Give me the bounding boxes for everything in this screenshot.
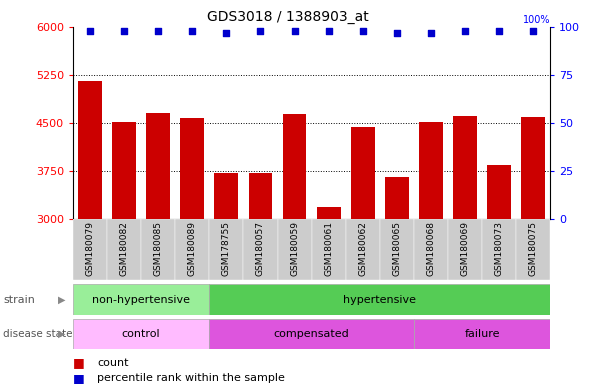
- Point: [119, 28, 129, 34]
- Point: [426, 30, 436, 36]
- Bar: [73, 219, 107, 280]
- Point: [324, 28, 334, 34]
- Text: failure: failure: [465, 329, 500, 339]
- Text: GSM180085: GSM180085: [154, 221, 163, 276]
- Point: [153, 28, 163, 34]
- Text: GSM180059: GSM180059: [290, 221, 299, 276]
- Text: count: count: [97, 358, 129, 368]
- Bar: [448, 219, 482, 280]
- Bar: [311, 219, 346, 280]
- Text: 100%: 100%: [523, 15, 550, 25]
- Bar: [78, 81, 102, 219]
- Bar: [215, 173, 238, 219]
- Bar: [317, 207, 340, 219]
- Bar: [209, 284, 550, 315]
- Point: [494, 28, 504, 34]
- Text: GSM180062: GSM180062: [358, 221, 367, 276]
- Text: control: control: [122, 329, 161, 339]
- Bar: [482, 219, 516, 280]
- Bar: [277, 219, 311, 280]
- Text: GSM180082: GSM180082: [120, 221, 129, 276]
- Bar: [73, 319, 209, 349]
- Bar: [453, 116, 477, 219]
- Bar: [346, 219, 380, 280]
- Point: [392, 30, 402, 36]
- Text: GSM180073: GSM180073: [494, 221, 503, 276]
- Text: GSM180079: GSM180079: [86, 221, 94, 276]
- Text: GSM178755: GSM178755: [222, 221, 231, 276]
- Bar: [414, 219, 448, 280]
- Text: GSM180065: GSM180065: [392, 221, 401, 276]
- Point: [85, 28, 95, 34]
- Text: GSM180061: GSM180061: [324, 221, 333, 276]
- Point: [528, 28, 538, 34]
- Text: ■: ■: [73, 372, 85, 384]
- Bar: [175, 219, 209, 280]
- Text: percentile rank within the sample: percentile rank within the sample: [97, 373, 285, 383]
- Bar: [385, 177, 409, 219]
- Bar: [516, 219, 550, 280]
- Text: GSM180069: GSM180069: [460, 221, 469, 276]
- Text: strain: strain: [3, 295, 35, 305]
- Bar: [414, 319, 550, 349]
- Bar: [521, 117, 545, 219]
- Point: [358, 28, 368, 34]
- Bar: [351, 127, 375, 219]
- Text: hypertensive: hypertensive: [344, 295, 416, 305]
- Bar: [73, 284, 209, 315]
- Bar: [147, 113, 170, 219]
- Bar: [209, 219, 243, 280]
- Text: GSM180057: GSM180057: [256, 221, 265, 276]
- Text: disease state: disease state: [3, 329, 72, 339]
- Bar: [283, 114, 306, 219]
- Point: [289, 28, 299, 34]
- Bar: [419, 122, 443, 219]
- Text: ▶: ▶: [58, 329, 65, 339]
- Point: [221, 30, 231, 36]
- Bar: [107, 219, 141, 280]
- Text: GSM180089: GSM180089: [188, 221, 197, 276]
- Bar: [181, 118, 204, 219]
- Point: [460, 28, 470, 34]
- Text: GSM180068: GSM180068: [426, 221, 435, 276]
- Title: GDS3018 / 1388903_at: GDS3018 / 1388903_at: [207, 10, 368, 25]
- Text: ■: ■: [73, 356, 85, 369]
- Bar: [112, 122, 136, 219]
- Text: non-hypertensive: non-hypertensive: [92, 295, 190, 305]
- Text: ▶: ▶: [58, 295, 65, 305]
- Point: [255, 28, 265, 34]
- Bar: [380, 219, 414, 280]
- Text: compensated: compensated: [274, 329, 350, 339]
- Bar: [243, 219, 277, 280]
- Text: GSM180075: GSM180075: [529, 221, 537, 276]
- Bar: [209, 319, 414, 349]
- Point: [187, 28, 197, 34]
- Bar: [487, 165, 511, 219]
- Bar: [249, 174, 272, 219]
- Bar: [141, 219, 175, 280]
